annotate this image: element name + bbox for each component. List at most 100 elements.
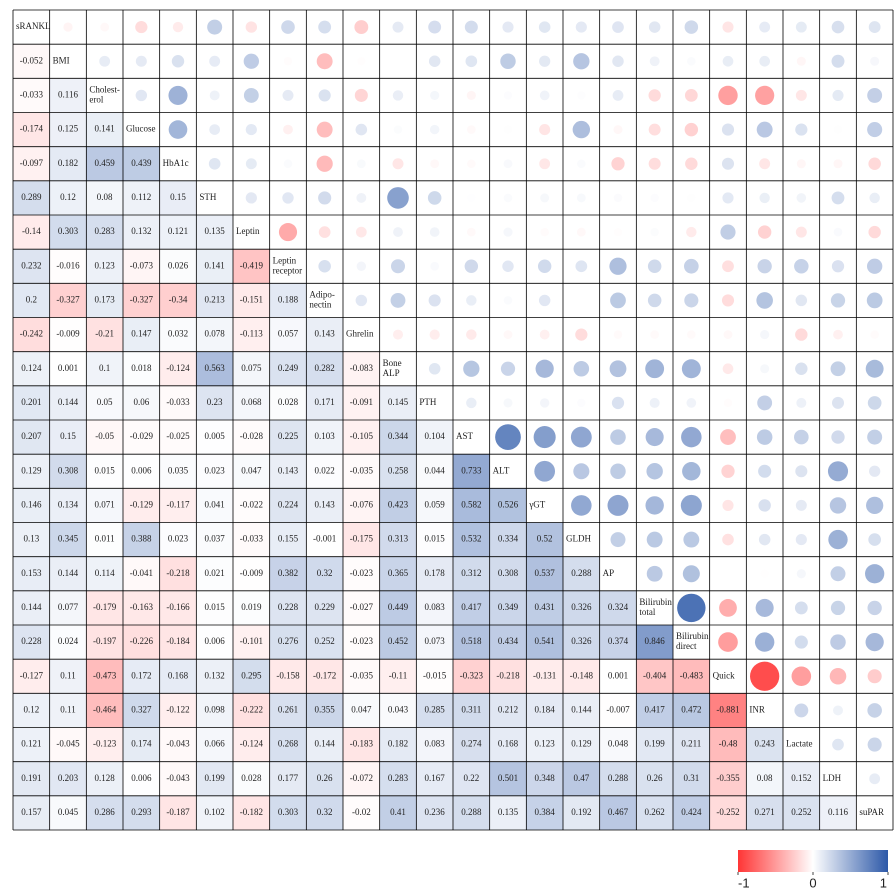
cell-value: 0.228 bbox=[278, 602, 299, 612]
cell-value: 0.417 bbox=[461, 602, 482, 612]
cell-value: 0.472 bbox=[681, 704, 701, 714]
cell-value: 0.213 bbox=[205, 294, 226, 304]
cell bbox=[196, 420, 233, 455]
corr-circle bbox=[427, 191, 442, 205]
corr-circle bbox=[466, 397, 477, 409]
corr-circle bbox=[571, 495, 592, 516]
variable-label: receptor bbox=[273, 265, 302, 275]
corr-circle bbox=[755, 85, 775, 106]
cell bbox=[86, 146, 123, 181]
corr-circle bbox=[283, 124, 293, 135]
cell bbox=[233, 488, 270, 523]
cell bbox=[196, 249, 233, 284]
corr-circle bbox=[535, 359, 554, 378]
cell bbox=[343, 795, 380, 830]
cell-value: 0.145 bbox=[388, 397, 409, 407]
cell-value: 0.439 bbox=[131, 158, 152, 168]
corr-circle bbox=[576, 193, 586, 203]
corr-circle bbox=[135, 20, 148, 34]
cell-value: 0.001 bbox=[608, 670, 628, 680]
variable-label: γGT bbox=[528, 499, 545, 509]
cell-value: -0.073 bbox=[130, 260, 154, 270]
cell bbox=[13, 78, 50, 113]
corr-circle bbox=[609, 257, 627, 275]
corr-circle bbox=[865, 632, 884, 652]
corr-circle bbox=[245, 158, 257, 170]
cell bbox=[123, 556, 160, 591]
cell-value: 0.08 bbox=[97, 192, 113, 202]
corr-circle bbox=[393, 125, 403, 134]
corr-circle bbox=[283, 159, 293, 169]
cell-value: -0.179 bbox=[93, 602, 117, 612]
cell bbox=[159, 761, 197, 796]
cell-value: -0.419 bbox=[240, 260, 264, 270]
corr-circle bbox=[649, 397, 660, 408]
cell-value: 0.47 bbox=[573, 773, 589, 783]
cell-value: 0.541 bbox=[535, 636, 555, 646]
cell bbox=[563, 693, 600, 728]
cell bbox=[306, 556, 343, 591]
corr-circle bbox=[539, 55, 551, 67]
cell-value: -0.174 bbox=[20, 124, 44, 134]
cell-value: -0.045 bbox=[56, 739, 80, 749]
cell bbox=[343, 522, 380, 557]
corr-circle bbox=[392, 90, 404, 101]
cell-value: 0.526 bbox=[498, 499, 519, 509]
cell-value: -0.464 bbox=[93, 704, 117, 714]
corr-circle bbox=[722, 260, 734, 273]
cell bbox=[306, 385, 343, 420]
corr-circle bbox=[757, 225, 772, 239]
cell-value: 0.283 bbox=[388, 773, 409, 783]
corr-circle bbox=[316, 121, 333, 138]
cell-value: 0.345 bbox=[58, 534, 79, 544]
cell-value: 0.285 bbox=[425, 704, 446, 714]
cell bbox=[13, 112, 50, 147]
corr-circle bbox=[833, 125, 843, 134]
corr-circle bbox=[722, 21, 734, 33]
cell-value: 0.018 bbox=[131, 363, 152, 373]
corr-circle bbox=[539, 158, 551, 170]
cell-value: 0.434 bbox=[498, 636, 519, 646]
corr-circle bbox=[796, 397, 807, 408]
cell bbox=[306, 693, 343, 728]
corr-circle bbox=[760, 330, 770, 340]
cell bbox=[159, 556, 197, 591]
cell-value: 0.168 bbox=[168, 670, 189, 680]
corr-circle bbox=[533, 426, 556, 449]
corr-circle bbox=[613, 330, 623, 339]
cell-value: -0.34 bbox=[169, 294, 188, 304]
cell bbox=[13, 215, 50, 250]
cell bbox=[196, 215, 233, 250]
cell-value: 0.201 bbox=[21, 397, 41, 407]
cell bbox=[526, 556, 563, 591]
cell-value: 0.066 bbox=[205, 739, 226, 749]
cell-value: -0.184 bbox=[166, 636, 190, 646]
cell bbox=[306, 522, 343, 557]
cell bbox=[489, 659, 527, 694]
corr-circle bbox=[759, 192, 770, 204]
cell-value: 0.2 bbox=[26, 294, 37, 304]
corr-circle bbox=[795, 89, 807, 101]
cell-value: -0.323 bbox=[460, 670, 484, 680]
cell bbox=[306, 625, 343, 660]
cell bbox=[269, 659, 307, 694]
corr-circle bbox=[503, 398, 513, 408]
corr-circle bbox=[573, 463, 590, 480]
cell bbox=[343, 590, 380, 625]
cell-value: 0.144 bbox=[58, 568, 79, 578]
corr-circle bbox=[609, 360, 627, 378]
cell-value: -0.197 bbox=[93, 636, 117, 646]
corr-circle bbox=[502, 21, 514, 33]
cell bbox=[416, 420, 453, 455]
corr-circle bbox=[282, 89, 294, 101]
cell bbox=[636, 625, 673, 660]
cell bbox=[269, 795, 307, 830]
cell bbox=[123, 727, 160, 762]
cell-value: 0.015 bbox=[95, 465, 116, 475]
corr-circle bbox=[795, 123, 808, 136]
cell bbox=[306, 795, 343, 830]
cell bbox=[49, 454, 87, 489]
cell bbox=[379, 761, 417, 796]
corr-circle bbox=[791, 666, 812, 687]
cell-value: -0.033 bbox=[240, 534, 264, 544]
